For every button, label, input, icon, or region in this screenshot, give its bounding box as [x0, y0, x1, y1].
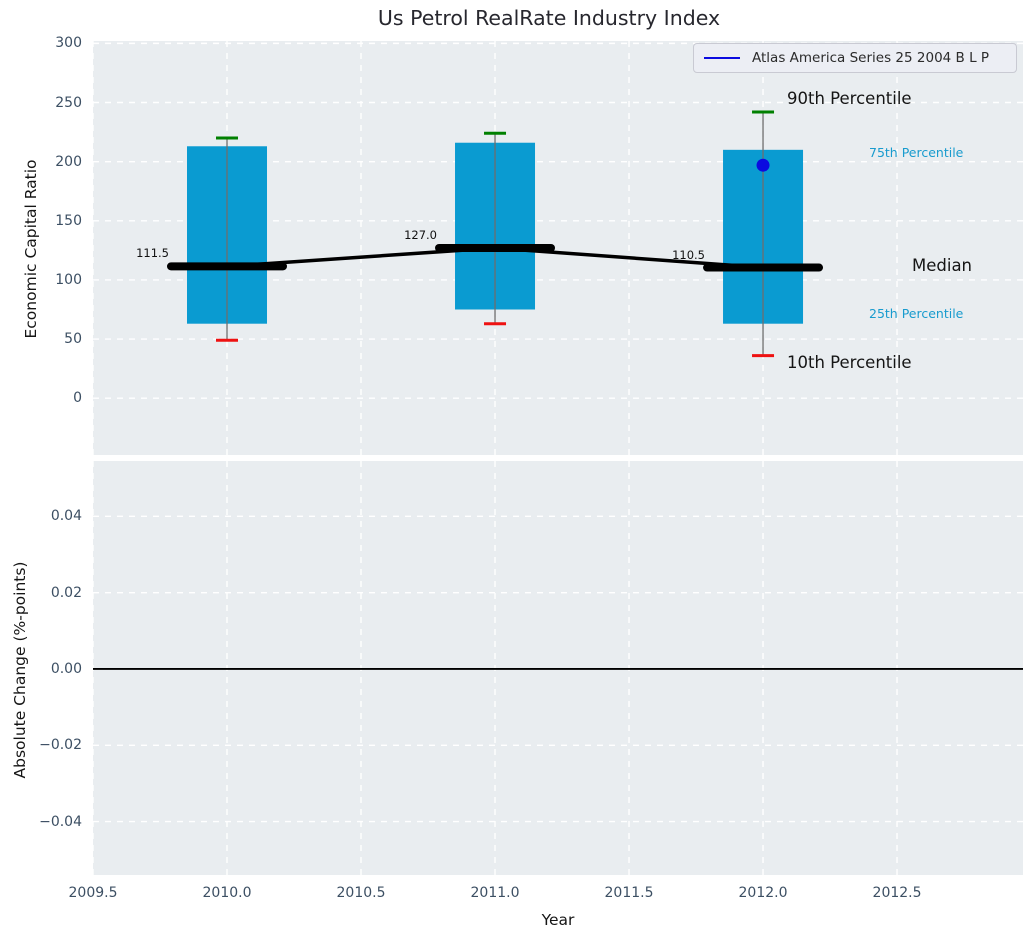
chart-title: Us Petrol RealRate Industry Index [377, 6, 721, 30]
top-y-tick-label: 300 [55, 35, 82, 52]
x-tick-label: 2011.0 [470, 885, 520, 901]
top-y-axis-label: Economic Capital Ratio [22, 159, 40, 339]
top-y-tick-label: 250 [55, 94, 82, 111]
x-tick-label: 2010.5 [336, 885, 386, 901]
top-y-tick-label: 50 [64, 331, 82, 348]
top-y-tick-label: 0 [73, 390, 82, 407]
legend: Atlas America Series 25 2004 B L P [693, 43, 1017, 73]
series-data-point [756, 158, 770, 172]
legend-line-sample-icon [704, 57, 740, 59]
median-value-label-2010: 111.5 [136, 246, 169, 261]
top-y-tick-label: 150 [55, 212, 82, 229]
x-tick-label: 2012.0 [738, 885, 788, 901]
annotation-90th-percentile: 90th Percentile [787, 89, 912, 108]
annotation-median: Median [912, 256, 973, 275]
bottom-plot-area [93, 461, 1023, 875]
bottom-y-tick-label: 0.02 [50, 584, 82, 601]
median-value-label-2011: 127.0 [404, 228, 438, 242]
x-axis-label: Year [541, 911, 575, 929]
x-tick-label: 2010.0 [202, 885, 252, 901]
annotation-10th-percentile: 10th Percentile [787, 353, 912, 372]
bottom-y-tick-label: −0.02 [39, 737, 82, 754]
top-plot-canvas [93, 41, 1023, 455]
bottom-y-tick-label: −0.04 [39, 813, 82, 830]
bottom-y-tick-label: 0.00 [50, 660, 82, 677]
annotation-25th-percentile: 25th Percentile [869, 306, 964, 321]
top-plot-area [93, 41, 1023, 455]
bottom-y-tick-label: 0.04 [50, 508, 82, 525]
x-tick-label: 2012.5 [872, 885, 922, 901]
median-value-label-2012: 110.5 [672, 247, 706, 262]
top-y-tick-label: 100 [55, 271, 82, 288]
x-tick-label: 2009.5 [68, 885, 118, 901]
annotation-75th-percentile: 75th Percentile [869, 145, 964, 160]
x-tick-label: 2011.5 [604, 885, 654, 901]
top-y-tick-label: 200 [55, 153, 82, 170]
legend-entry-label: Atlas America Series 25 2004 B L P [752, 50, 990, 66]
bottom-plot-canvas [93, 461, 1023, 875]
